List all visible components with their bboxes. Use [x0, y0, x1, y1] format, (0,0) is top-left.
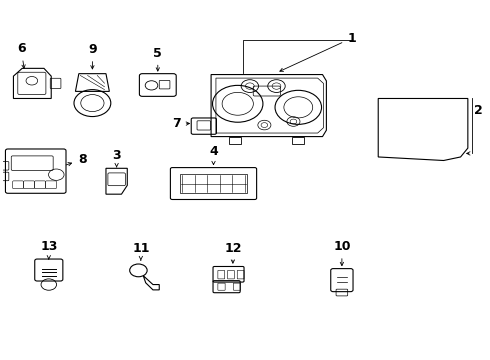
Text: 4: 4 — [209, 145, 218, 165]
Text: 9: 9 — [88, 43, 97, 69]
Text: 13: 13 — [40, 240, 57, 259]
Text: 8: 8 — [66, 153, 87, 166]
Text: 5: 5 — [153, 46, 162, 71]
Text: 3: 3 — [112, 149, 121, 167]
Text: 2: 2 — [474, 104, 483, 117]
Text: 6: 6 — [17, 42, 25, 68]
Text: 10: 10 — [333, 240, 351, 266]
Text: 11: 11 — [132, 242, 149, 260]
Text: 1: 1 — [280, 32, 356, 71]
Text: 7: 7 — [172, 117, 190, 130]
Text: 12: 12 — [224, 242, 242, 263]
